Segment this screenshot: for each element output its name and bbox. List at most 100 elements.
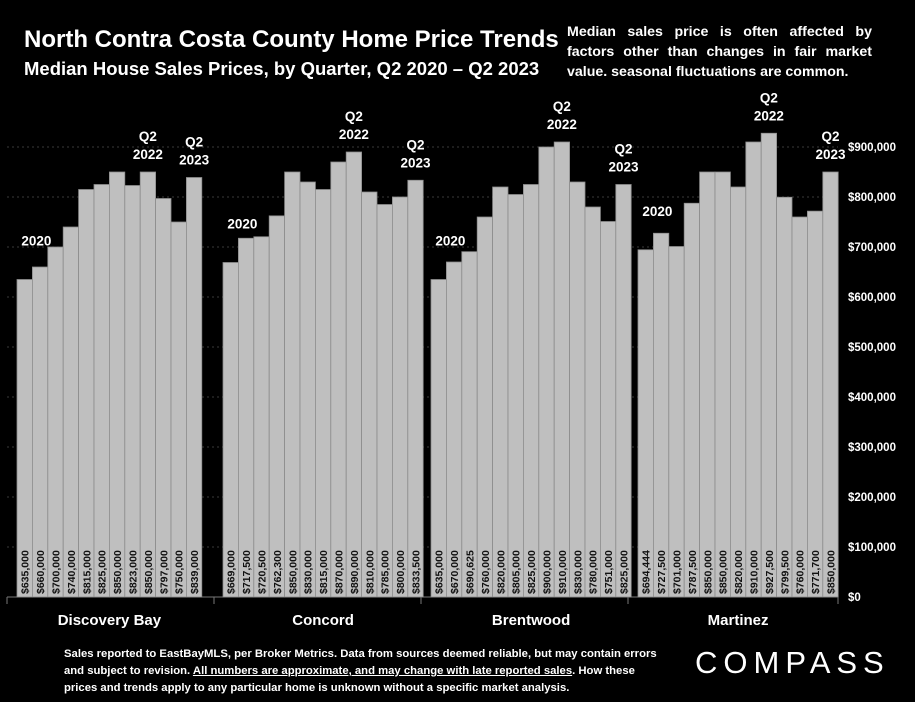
footer-text-b: . How these prices and trends apply to a… xyxy=(64,665,635,694)
bar-value-label: $797,000 xyxy=(158,550,170,594)
y-tick-label: $500,000 xyxy=(848,342,896,354)
y-tick-label: $700,000 xyxy=(848,242,896,254)
bar-value-label: $670,000 xyxy=(449,550,461,594)
bar-value-label: $910,000 xyxy=(557,550,569,594)
bar xyxy=(78,189,95,598)
bar-value-label: $839,000 xyxy=(189,550,201,594)
bar-value-label: $850,000 xyxy=(287,550,299,594)
bar-chart: $0 $100,000 $200,000 $300,000 $400,000 $500,0… xyxy=(6,90,896,629)
bar-value-label: $635,000 xyxy=(434,550,446,594)
bar xyxy=(822,171,839,598)
bar-value-label: $850,000 xyxy=(718,550,730,594)
bar-value-label: $890,000 xyxy=(349,550,361,594)
y-tick-label: $600,000 xyxy=(848,292,896,304)
bar xyxy=(330,161,347,598)
bar-value-label: $760,000 xyxy=(795,550,807,594)
bar-value-label: $690,625 xyxy=(465,550,477,594)
q2-2023-marker-line2: 2023 xyxy=(400,155,431,170)
bar-value-label: $701,000 xyxy=(672,550,684,594)
bar xyxy=(62,226,80,598)
bar-value-label: $825,000 xyxy=(619,550,631,594)
bar-value-label: $900,000 xyxy=(542,550,554,594)
year-marker: 2020 xyxy=(642,204,672,219)
bar xyxy=(445,261,463,598)
bar-value-label: $760,000 xyxy=(480,550,492,594)
bar xyxy=(139,171,156,598)
q2-2023-marker-line2: 2023 xyxy=(815,147,846,162)
bar-value-label: $750,000 xyxy=(174,550,186,594)
bar xyxy=(391,196,409,598)
bar xyxy=(430,279,447,598)
bar xyxy=(170,221,187,598)
bar xyxy=(730,186,747,598)
bar-value-label: $850,000 xyxy=(112,550,124,594)
bar-value-label: $717,500 xyxy=(241,550,253,594)
bar-value-label: $815,000 xyxy=(318,550,330,594)
q2-2022-marker-line2: 2022 xyxy=(339,127,369,142)
bar xyxy=(314,189,332,598)
compass-logo: COMPASS xyxy=(695,645,890,680)
bar xyxy=(615,184,632,598)
bar-value-label: $762,300 xyxy=(272,550,284,594)
bar xyxy=(16,279,33,598)
bar-value-label: $669,000 xyxy=(226,550,238,594)
bar xyxy=(760,132,778,598)
bar xyxy=(124,185,141,598)
bar-value-label: $787,500 xyxy=(687,550,699,594)
bar xyxy=(32,266,49,598)
bar xyxy=(93,184,110,598)
bar xyxy=(155,198,172,598)
bar xyxy=(523,184,540,598)
bar-value-label: $825,000 xyxy=(97,550,109,594)
group-label: Brentwood xyxy=(492,612,570,629)
bar xyxy=(668,246,685,598)
q2-2022-marker-line2: 2022 xyxy=(133,147,163,162)
bar-value-label: $800,000 xyxy=(395,550,407,594)
bar xyxy=(807,210,824,598)
bar-value-label: $833,500 xyxy=(411,550,423,594)
bar xyxy=(791,216,808,598)
bar-value-label: $720,500 xyxy=(257,550,269,594)
year-marker: 2020 xyxy=(227,217,257,232)
bar xyxy=(699,171,716,598)
group-label: Concord xyxy=(292,612,354,629)
bar-value-label: $910,000 xyxy=(749,550,761,594)
bar xyxy=(237,237,255,598)
q2-2023-marker-line2: 2023 xyxy=(179,153,210,168)
bar xyxy=(253,236,270,598)
q2-2023-marker-line1: Q2 xyxy=(406,137,424,152)
chart-subtitle: Median House Sales Prices, by Quarter, Q… xyxy=(24,58,540,79)
q2-2023-marker-line2: 2023 xyxy=(608,160,639,175)
bar-value-label: $751,000 xyxy=(603,550,615,594)
bar-value-label: $830,000 xyxy=(303,550,315,594)
y-tick-label: $900,000 xyxy=(848,142,896,154)
bar-value-label: $870,000 xyxy=(334,550,346,594)
bar xyxy=(222,262,239,598)
bar xyxy=(569,181,586,598)
bar-value-label: $700,000 xyxy=(51,550,63,594)
bar xyxy=(683,202,701,598)
year-marker: 2020 xyxy=(21,234,51,249)
bar-value-label: $815,000 xyxy=(81,550,93,594)
bar-value-label: $635,000 xyxy=(20,550,32,594)
bar-value-label: $740,000 xyxy=(66,550,78,594)
group-label: Martinez xyxy=(708,612,769,629)
bar xyxy=(492,186,509,598)
bar xyxy=(299,181,316,598)
bar xyxy=(109,171,126,598)
footer-disclaimer: Sales reported to EastBayMLS, per Broker… xyxy=(64,646,664,697)
y-tick-label: $300,000 xyxy=(848,442,896,454)
disclaimer-note: Median sales price is often affected by … xyxy=(567,24,872,80)
footer-text-a: Sales reported to EastBayMLS, per Broker… xyxy=(64,648,657,677)
q2-2022-marker-line1: Q2 xyxy=(553,99,571,114)
y-tick-label: $400,000 xyxy=(848,392,896,404)
bar-value-label: $830,000 xyxy=(572,550,584,594)
bar xyxy=(507,194,524,598)
bar-value-label: $799,500 xyxy=(779,550,791,594)
bar xyxy=(476,216,494,598)
q2-2023-marker-line1: Q2 xyxy=(185,135,203,150)
y-tick-label: $0 xyxy=(848,592,861,604)
bar-value-label: $805,000 xyxy=(511,550,523,594)
bar xyxy=(600,221,617,598)
bar xyxy=(345,151,363,598)
